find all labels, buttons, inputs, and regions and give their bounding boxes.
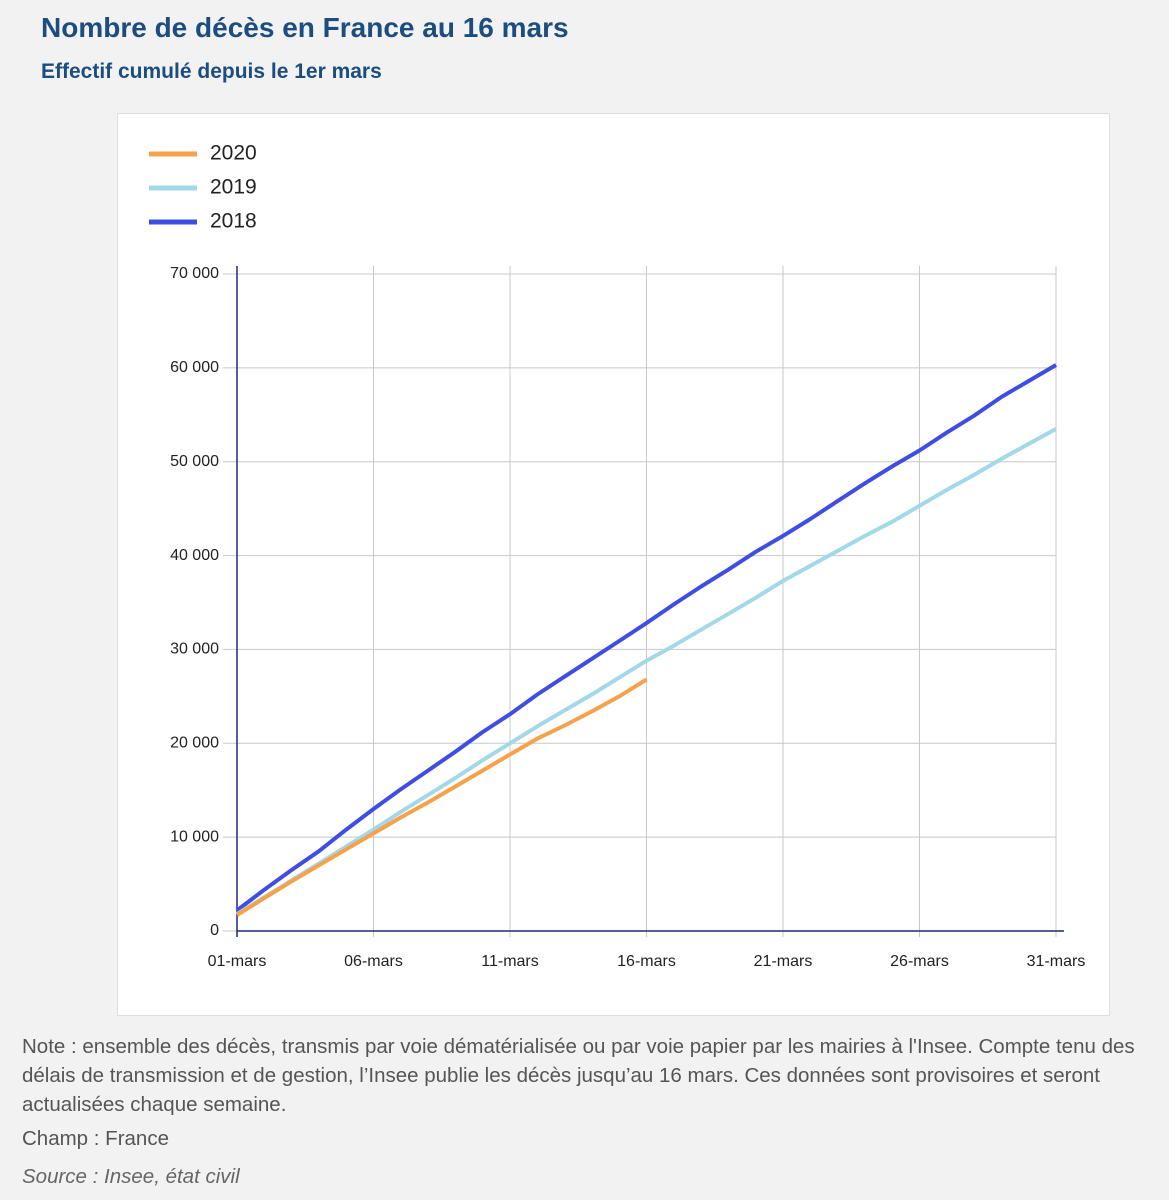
x-tick-label: 21-mars	[754, 953, 813, 970]
chart: 0 10 000 20 000 30 000 40 000 50 000 60 000 70 …	[149, 142, 1086, 970]
x-tick-label: 11-mars	[481, 953, 539, 970]
x-tick-label: 01-mars	[208, 953, 267, 970]
y-tick-label: 30 000	[170, 641, 219, 658]
chart-subtitle: Effectif cumulé depuis le 1er mars	[41, 60, 382, 83]
x-tick-label: 06-mars	[344, 953, 403, 970]
y-tick-label: 60 000	[170, 359, 219, 376]
series-line	[235, 427, 1057, 916]
y-tick-label: 20 000	[170, 735, 219, 752]
note: Note : ensemble des décès, transmis par …	[22, 1035, 1135, 1116]
legend-label: 2018	[210, 210, 257, 233]
y-tick-label: 0	[210, 922, 219, 939]
x-tick-label: 31-mars	[1027, 953, 1086, 970]
series-line	[235, 363, 1058, 912]
chart-box: 0 10 000 20 000 30 000 40 000 50 000 60 000 70 …	[117, 113, 1110, 1016]
scope: Champ : France	[22, 1127, 169, 1150]
y-tick-label: 10 000	[170, 828, 219, 845]
legend-label: 2020	[210, 142, 257, 165]
chart-title: Nombre de décès en France au 16 mars	[41, 12, 569, 43]
x-tick-label: 16-mars	[617, 953, 676, 970]
x-tick-label: 26-mars	[890, 953, 949, 970]
y-tick-label: 50 000	[170, 453, 219, 470]
series-line	[235, 677, 648, 917]
y-tick-label: 40 000	[170, 547, 219, 564]
source: Source : Insee, état civil	[22, 1165, 240, 1188]
y-tick-label: 70 000	[170, 265, 219, 282]
legend-label: 2019	[210, 176, 257, 199]
